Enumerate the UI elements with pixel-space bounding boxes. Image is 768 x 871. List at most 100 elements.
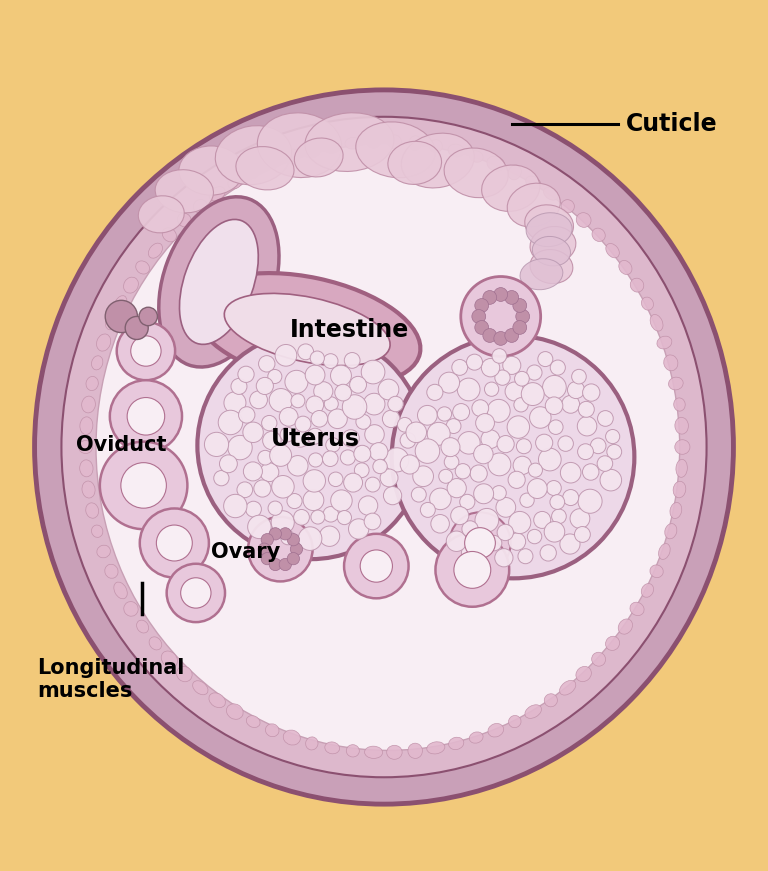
Circle shape	[496, 497, 515, 517]
Circle shape	[474, 483, 494, 503]
Circle shape	[285, 370, 308, 394]
Circle shape	[121, 463, 167, 508]
Circle shape	[437, 407, 452, 422]
Circle shape	[518, 549, 533, 564]
Circle shape	[435, 533, 509, 607]
Ellipse shape	[91, 355, 103, 370]
Circle shape	[309, 453, 323, 467]
Ellipse shape	[670, 503, 682, 518]
Ellipse shape	[161, 651, 177, 667]
Circle shape	[342, 429, 359, 447]
Circle shape	[326, 438, 340, 452]
Circle shape	[475, 509, 498, 532]
Ellipse shape	[675, 417, 688, 434]
Circle shape	[550, 360, 565, 375]
Circle shape	[494, 287, 508, 301]
Ellipse shape	[283, 730, 300, 745]
Ellipse shape	[664, 354, 678, 371]
Ellipse shape	[209, 692, 225, 707]
Circle shape	[412, 466, 433, 487]
Ellipse shape	[96, 144, 680, 751]
Circle shape	[258, 450, 273, 465]
Ellipse shape	[592, 228, 605, 241]
Ellipse shape	[482, 165, 540, 212]
Circle shape	[475, 321, 488, 334]
Circle shape	[279, 558, 291, 571]
Circle shape	[591, 438, 606, 454]
Ellipse shape	[159, 197, 279, 367]
Circle shape	[373, 459, 387, 474]
Ellipse shape	[665, 523, 677, 539]
Circle shape	[314, 381, 333, 401]
Ellipse shape	[61, 117, 707, 777]
Circle shape	[323, 354, 338, 368]
Circle shape	[574, 527, 591, 543]
Circle shape	[117, 322, 175, 381]
Ellipse shape	[82, 481, 95, 498]
Circle shape	[538, 352, 553, 367]
Ellipse shape	[366, 135, 381, 148]
Circle shape	[307, 429, 323, 444]
Ellipse shape	[266, 158, 279, 170]
Circle shape	[439, 372, 459, 393]
Ellipse shape	[561, 199, 574, 213]
Circle shape	[482, 359, 500, 377]
Circle shape	[497, 524, 514, 541]
Ellipse shape	[488, 724, 504, 737]
Ellipse shape	[104, 564, 118, 578]
Circle shape	[558, 436, 574, 451]
Ellipse shape	[306, 737, 318, 750]
Circle shape	[319, 526, 339, 546]
Circle shape	[364, 513, 381, 530]
Ellipse shape	[114, 295, 127, 312]
Ellipse shape	[544, 187, 558, 200]
Ellipse shape	[408, 743, 422, 759]
Circle shape	[270, 444, 292, 466]
Circle shape	[354, 445, 371, 463]
Circle shape	[125, 316, 148, 340]
Ellipse shape	[303, 143, 321, 159]
Circle shape	[298, 344, 313, 360]
Circle shape	[260, 463, 279, 482]
Circle shape	[105, 300, 137, 333]
Circle shape	[486, 536, 502, 550]
Circle shape	[568, 381, 584, 399]
Circle shape	[398, 417, 412, 432]
Circle shape	[483, 291, 497, 304]
Circle shape	[571, 369, 586, 384]
Ellipse shape	[227, 704, 243, 719]
Ellipse shape	[525, 176, 541, 189]
Circle shape	[343, 473, 362, 492]
Circle shape	[551, 509, 566, 523]
Ellipse shape	[657, 336, 672, 349]
Circle shape	[454, 551, 491, 588]
Circle shape	[561, 463, 581, 483]
Circle shape	[412, 487, 426, 502]
Ellipse shape	[576, 666, 591, 682]
Circle shape	[363, 394, 385, 415]
Circle shape	[157, 525, 192, 561]
Circle shape	[287, 494, 302, 509]
Ellipse shape	[91, 525, 103, 537]
Circle shape	[127, 397, 164, 436]
Circle shape	[311, 410, 328, 427]
Circle shape	[535, 435, 553, 451]
Ellipse shape	[630, 602, 644, 616]
Ellipse shape	[449, 737, 464, 750]
Circle shape	[578, 402, 594, 417]
Circle shape	[607, 444, 621, 459]
Circle shape	[514, 398, 528, 412]
Circle shape	[167, 564, 225, 622]
Circle shape	[530, 407, 551, 429]
Circle shape	[452, 403, 469, 421]
Ellipse shape	[526, 213, 572, 246]
Circle shape	[330, 365, 352, 386]
Circle shape	[431, 515, 449, 533]
Ellipse shape	[591, 652, 606, 666]
Circle shape	[361, 361, 385, 384]
Circle shape	[131, 336, 161, 366]
Circle shape	[290, 543, 303, 556]
Circle shape	[578, 490, 602, 513]
Circle shape	[460, 495, 475, 510]
Ellipse shape	[409, 136, 422, 151]
